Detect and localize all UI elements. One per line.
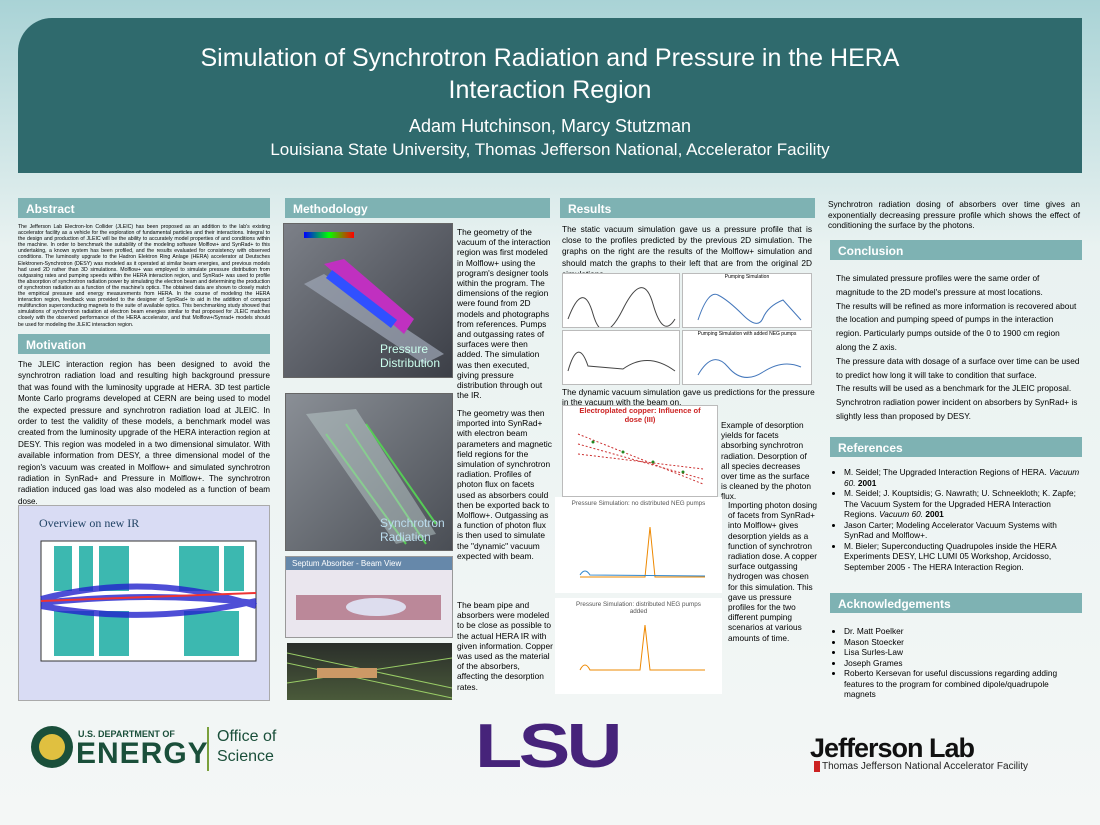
conclusion-list: The simulated pressure profiles were the…: [826, 272, 1080, 424]
abstract-text: The Jefferson Lab Electron-Ion Collider …: [18, 224, 270, 328]
reference: M. Seidel; The Upgraded Interaction Regi…: [844, 467, 1080, 488]
plot-curve: [567, 351, 676, 372]
results-text: The dynamic vacuum simulation gave us pr…: [562, 387, 815, 408]
section-heading: Acknowledgements: [830, 593, 1082, 613]
list-item: Roberto Kersevan for useful discussions …: [844, 668, 1080, 700]
figure-label: Synchrotron Radiation: [380, 516, 445, 544]
section-heading: Motivation: [18, 334, 270, 354]
plot-points: [577, 433, 704, 485]
list-item: The simulated pressure profiles were the…: [836, 273, 1043, 297]
figure-label: Pressure Distribution: [380, 342, 441, 370]
section-heading: Conclusion: [830, 240, 1082, 260]
absorber-render: [286, 652, 453, 699]
absorber-figure: [286, 643, 453, 700]
methodology-text: The geometry of the vacuum of the intera…: [457, 227, 551, 401]
pressure-render: [304, 232, 444, 364]
synrad-figure: Synchrotron Radiation: [285, 393, 453, 551]
plot-curve: [697, 359, 802, 378]
section-heading: Results: [560, 198, 815, 218]
ack-list: Dr. Matt PoelkerMason StoeckerLisa Surle…: [830, 626, 1080, 700]
results-text: Importing photon dosing of facets from S…: [728, 500, 818, 643]
doe-seal: [31, 726, 73, 768]
section-heading: References: [830, 437, 1082, 457]
list-item: Dr. Matt Poelker: [844, 626, 1080, 637]
list-item: Joseph Grames: [844, 658, 1080, 669]
plot-curve: [697, 293, 802, 324]
ir-plot: [40, 540, 257, 662]
plot-curve: [579, 624, 705, 671]
methodology-text: The beam pipe and absorbers were modeled…: [457, 600, 553, 692]
list-item: The pressure data with dosage of a surfa…: [836, 355, 1080, 380]
plot-title: Pressure Simulation: distributed NEG pum…: [576, 601, 701, 615]
reference: M. Bieler; Superconducting Quadrupoles i…: [844, 541, 1080, 573]
plot-title: Electroplated copper: Influence of dose …: [579, 406, 701, 424]
reference: Jason Carter; Modeling Accelerator Vacuu…: [844, 520, 1080, 541]
list-item: The results will be used as a benchmark …: [836, 383, 1072, 394]
methodology-text: The geometry was then imported into SynR…: [457, 408, 552, 561]
jlab-logo: Jefferson Lab: [810, 733, 975, 763]
title: Simulation of Synchrotron Radiation and …: [200, 44, 900, 104]
ref-text: M. Bieler; Superconducting Quadrupoles i…: [844, 540, 1057, 572]
ref-text: M. Seidel; The Upgraded Interaction Regi…: [844, 467, 1047, 477]
doe-top: U.S. DEPARTMENT OF: [78, 729, 175, 739]
plot-2d: [562, 273, 680, 331]
septum-figure: Septum Absorber - Beam View: [285, 556, 453, 638]
plot-title: Pumping Simulation: [724, 274, 770, 280]
banner: Simulation of Synchrotron Radiation and …: [18, 18, 1082, 173]
plot-curve: [567, 287, 676, 331]
motivation-text: The JLEIC interaction region has been de…: [18, 360, 270, 506]
dose-plot: Electroplated copper: Influence of dose …: [562, 405, 718, 497]
plot-3d: Pumping Simulation: [682, 273, 812, 328]
doe-main: ENERGY: [76, 737, 209, 770]
ref-venue: Vacuum 60.: [844, 467, 1080, 488]
ref-text: Jason Carter; Modeling Accelerator Vacuu…: [844, 519, 1057, 541]
ref-text: M. Seidel; J. Kouptsidis; G. Nawrath; U.…: [844, 488, 1076, 519]
authors: Adam Hutchinson, Marcy Stutzman: [408, 116, 692, 136]
ref-venue: Vacuum 60.: [879, 509, 924, 519]
section-heading: Abstract: [18, 198, 270, 218]
ir-figure: Overview on new IR: [18, 505, 270, 701]
list-item: The results will be refined as more info…: [836, 300, 1077, 352]
office-line: Science: [217, 748, 274, 765]
affiliation: Louisiana State University, Thomas Jeffe…: [270, 140, 830, 159]
references-list: M. Seidel; The Upgraded Interaction Regi…: [830, 467, 1080, 572]
plot-3d: Pumping Simulation with added NEG pumps: [682, 330, 812, 385]
figure-title: Overview on new IR: [39, 516, 140, 530]
results-text: Example of desorption yields for facets …: [721, 420, 811, 502]
list-item: Mason Stoecker: [844, 637, 1080, 648]
ref-year: 2001: [857, 477, 877, 488]
plot-curve: [579, 526, 706, 578]
results-text: The static vacuum simulation gave us a p…: [562, 224, 812, 279]
divider: [207, 727, 209, 771]
septum-render: [296, 595, 441, 620]
pressure-plot: Pressure Simulation: no distributed NEG …: [555, 497, 722, 593]
office-line: Office of: [217, 728, 277, 745]
section-heading: Methodology: [285, 198, 550, 218]
plot-title: Pressure Simulation: no distributed NEG …: [571, 500, 706, 507]
list-item: Lisa Surles-Law: [844, 647, 1080, 658]
dosing-text: Synchrotron radiation dosing of absorber…: [828, 199, 1080, 230]
pressure-plot: Pressure Simulation: distributed NEG pum…: [555, 598, 722, 694]
jlab-sub: Thomas Jefferson National Accelerator Fa…: [814, 761, 1028, 772]
ref-year: 2001: [925, 509, 944, 519]
synrad-render: [306, 409, 437, 545]
figure-title: Septum Absorber - Beam View: [286, 557, 452, 570]
lsu-logo: LSU: [475, 712, 623, 781]
plot-2d: [562, 330, 680, 385]
pressure-figure: Pressure Distribution: [283, 223, 453, 378]
reference: M. Seidel; J. Kouptsidis; G. Nawrath; U.…: [844, 488, 1080, 520]
plot-title: Pumping Simulation with added NEG pumps: [697, 331, 797, 337]
list-item: Synchrotron radiation power incident on …: [836, 397, 1078, 421]
